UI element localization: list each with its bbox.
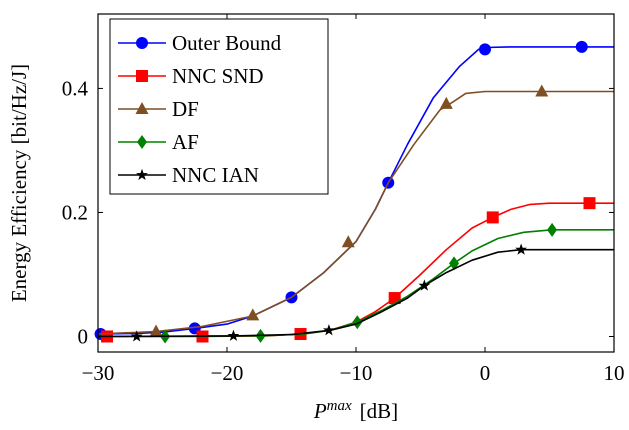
x-tick-label: 10: [604, 361, 625, 385]
x-ticks: −30 −20 −10 0 10: [82, 14, 625, 385]
y-tick-label: 0.2: [62, 200, 88, 224]
legend-marker-af: [137, 135, 147, 149]
data-point-outer-bound: [575, 40, 588, 53]
data-point-df: [246, 308, 260, 321]
x-axis-symbol: P: [313, 399, 327, 423]
data-point-af: [547, 222, 558, 237]
data-point-nnc-ian: [515, 243, 528, 255]
data-point-df: [439, 96, 453, 109]
data-point-df: [535, 84, 549, 97]
legend-item-af: AF: [118, 130, 199, 154]
legend-label: AF: [172, 130, 199, 154]
data-point-nnc-snd: [583, 197, 596, 210]
data-point-af: [352, 315, 363, 330]
x-tick-label: 0: [480, 361, 491, 385]
series-line-nnc-snd: [98, 202, 614, 338]
x-axis-label: Pmax [dB]: [313, 398, 398, 423]
x-axis-unit: [dB]: [360, 399, 399, 423]
data-point-outer-bound: [479, 43, 491, 56]
y-axis-label: Energy Efficiency [bit/Hz/J]: [7, 64, 31, 302]
legend-item-nnc-snd: NNC SND: [118, 64, 264, 88]
legend-box: [109, 18, 329, 195]
series-line-df: [97, 90, 614, 335]
data-point-nnc-snd: [486, 211, 499, 224]
legend-item-nnc-ian: NNC IAN: [118, 163, 259, 187]
data-point-df: [149, 324, 163, 337]
legend-marker-nnc-ian: [136, 168, 148, 181]
data-point-df: [341, 235, 355, 248]
y-ticks: 0 0.2 0.4: [62, 76, 614, 348]
legend-item-df: DF: [118, 97, 199, 121]
x-tick-label: −20: [211, 361, 244, 385]
plot-area: [94, 40, 614, 344]
legend-item-outer-bound: Outer Bound: [118, 31, 282, 55]
data-point-nnc-ian: [130, 330, 143, 342]
series-line-nnc-ian: [97, 248, 614, 338]
data-point-nnc-ian: [418, 279, 431, 291]
legend-label: Outer Bound: [172, 31, 282, 55]
legend-label: NNC IAN: [172, 163, 259, 187]
x-axis-superscript: max: [327, 398, 352, 414]
legend-label: NNC SND: [172, 64, 264, 88]
series-nnc-ian: [97, 243, 614, 342]
y-tick-label: 0: [78, 324, 89, 348]
x-tick-label: −30: [82, 361, 115, 385]
y-tick-label: 0.4: [62, 76, 89, 100]
series-df: [97, 84, 614, 337]
legend-label: DF: [172, 97, 199, 121]
data-point-nnc-ian: [322, 324, 335, 336]
x-tick-label: −10: [340, 361, 373, 385]
legend-marker-df: [135, 102, 149, 114]
data-point-nnc-ian: [227, 329, 240, 341]
legend-marker-outer-bound: [136, 37, 148, 49]
legend-marker-nnc-snd: [136, 70, 148, 82]
legend: Outer Bound NNC SND DF AF NNC IAN: [109, 18, 329, 195]
